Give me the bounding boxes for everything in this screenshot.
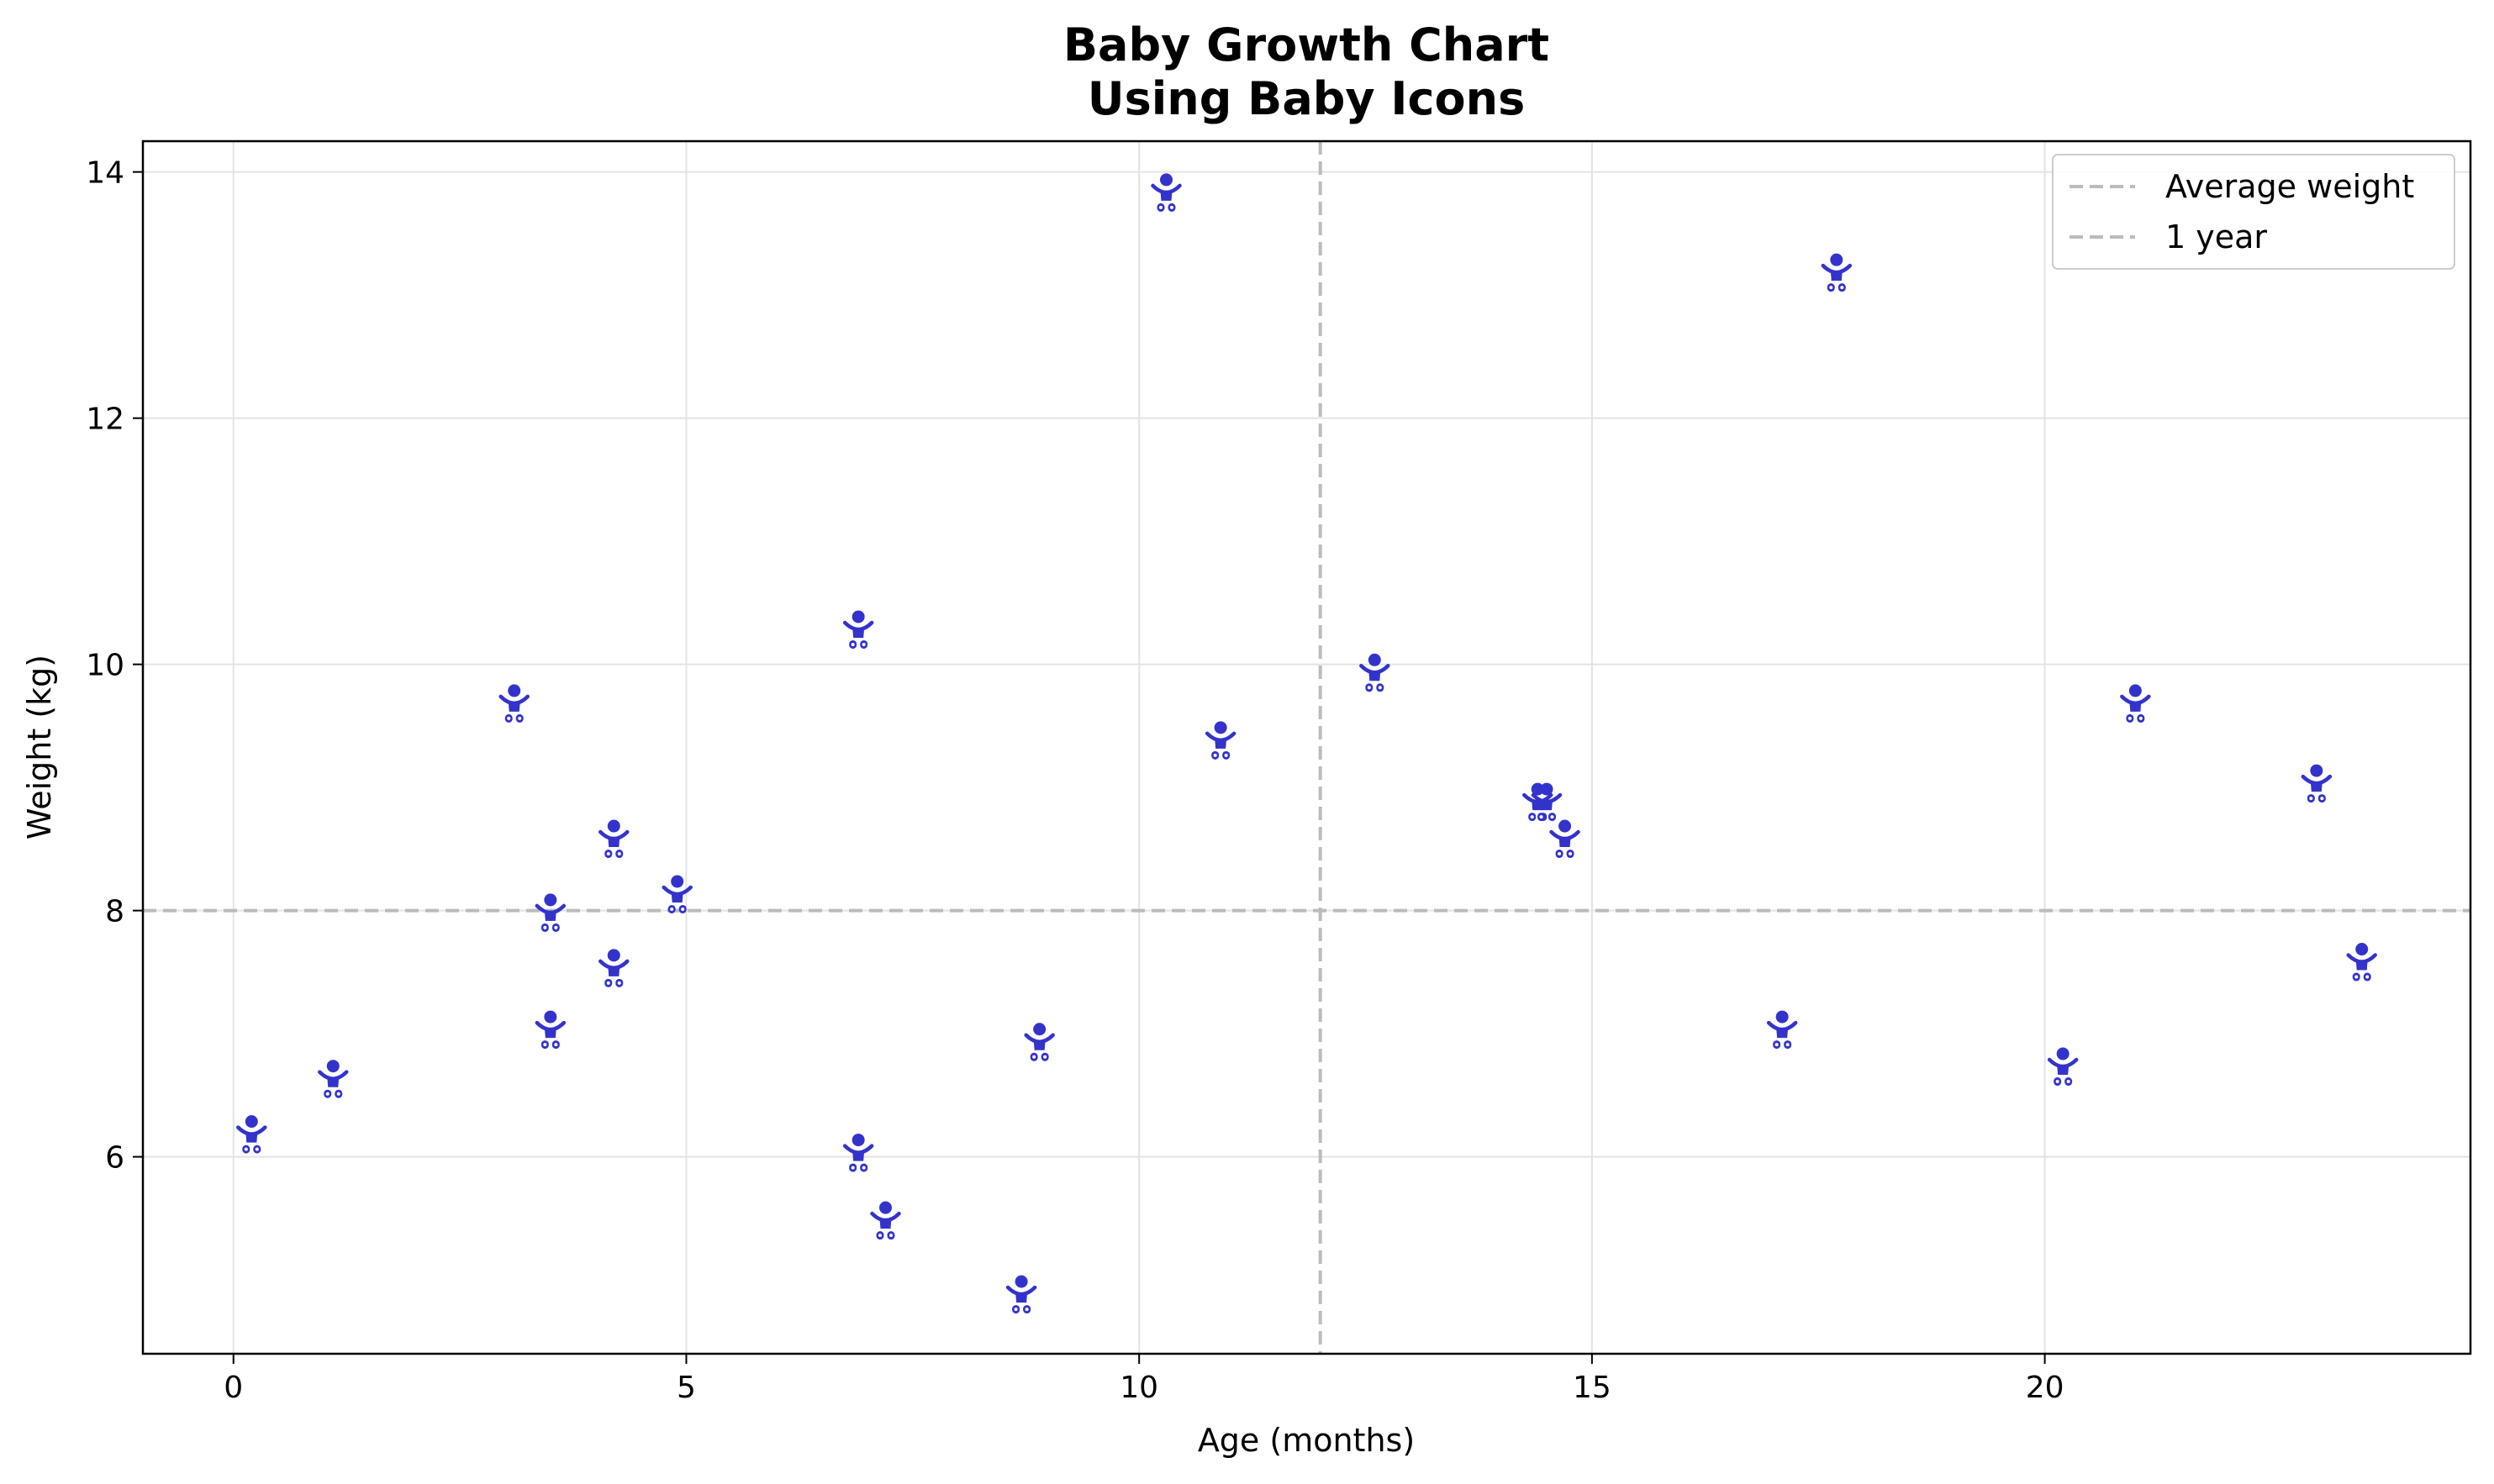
baby-icon-point [598, 819, 630, 859]
baby-icon-point [1151, 173, 1182, 212]
baby-icon-point [498, 684, 530, 723]
legend-label-1-year: 1 year [2165, 218, 2267, 255]
baby-icon-point [1359, 653, 1390, 692]
baby-icon-point [1205, 721, 1236, 760]
plot-frame [141, 139, 2472, 1355]
x-tick-label: 15 [1573, 1371, 1611, 1405]
baby-icon-point [318, 1060, 349, 1098]
y-tick-label: 14 [86, 156, 124, 191]
x-tick-label: 0 [224, 1371, 243, 1405]
baby-icon-point [1549, 819, 1580, 859]
baby-icon-point [2120, 684, 2151, 723]
chart-title-line2: Using Baby Icons [1088, 72, 1525, 125]
baby-icon-point [598, 949, 630, 987]
baby-icon-point [2301, 764, 2333, 803]
baby-icon-point [1024, 1023, 1055, 1061]
baby-icon-point [535, 893, 567, 932]
y-tick-label: 12 [86, 403, 124, 437]
baby-icon-point [870, 1201, 901, 1240]
y-tick-label: 8 [105, 895, 124, 929]
baby-icon-point [2047, 1047, 2079, 1087]
x-tick-label: 20 [2026, 1371, 2064, 1405]
x-axis-label: Age (months) [1198, 1422, 1415, 1459]
y-axis-label: Weight (kg) [21, 655, 58, 839]
baby-icon-point [1766, 1010, 1798, 1050]
baby-icon-point [535, 1010, 567, 1050]
baby-icon-point [662, 875, 693, 913]
baby-icon-point [236, 1115, 267, 1154]
x-tick-label: 5 [677, 1371, 696, 1405]
y-tick-label: 10 [86, 649, 124, 683]
legend-box [2052, 154, 2455, 270]
legend: Average weight 1 year [2052, 154, 2455, 270]
baby-icon-point [2346, 943, 2377, 981]
baby-icon-point [1821, 253, 1853, 292]
baby-icon-point [1531, 782, 1563, 822]
reference-lines [143, 141, 2470, 1354]
baby-icon-point [842, 610, 874, 649]
x-tick-label: 10 [1120, 1371, 1158, 1405]
chart-title-line1: Baby Growth Chart [1063, 18, 1549, 71]
baby-icon-point [1005, 1275, 1037, 1314]
data-points [236, 173, 2377, 1314]
y-tick-label: 6 [105, 1141, 124, 1176]
baby-icon-point [842, 1134, 874, 1172]
ticks: 0 5 10 15 20 6 8 10 12 14 [86, 156, 2064, 1405]
legend-label-average-weight: Average weight [2165, 168, 2414, 205]
